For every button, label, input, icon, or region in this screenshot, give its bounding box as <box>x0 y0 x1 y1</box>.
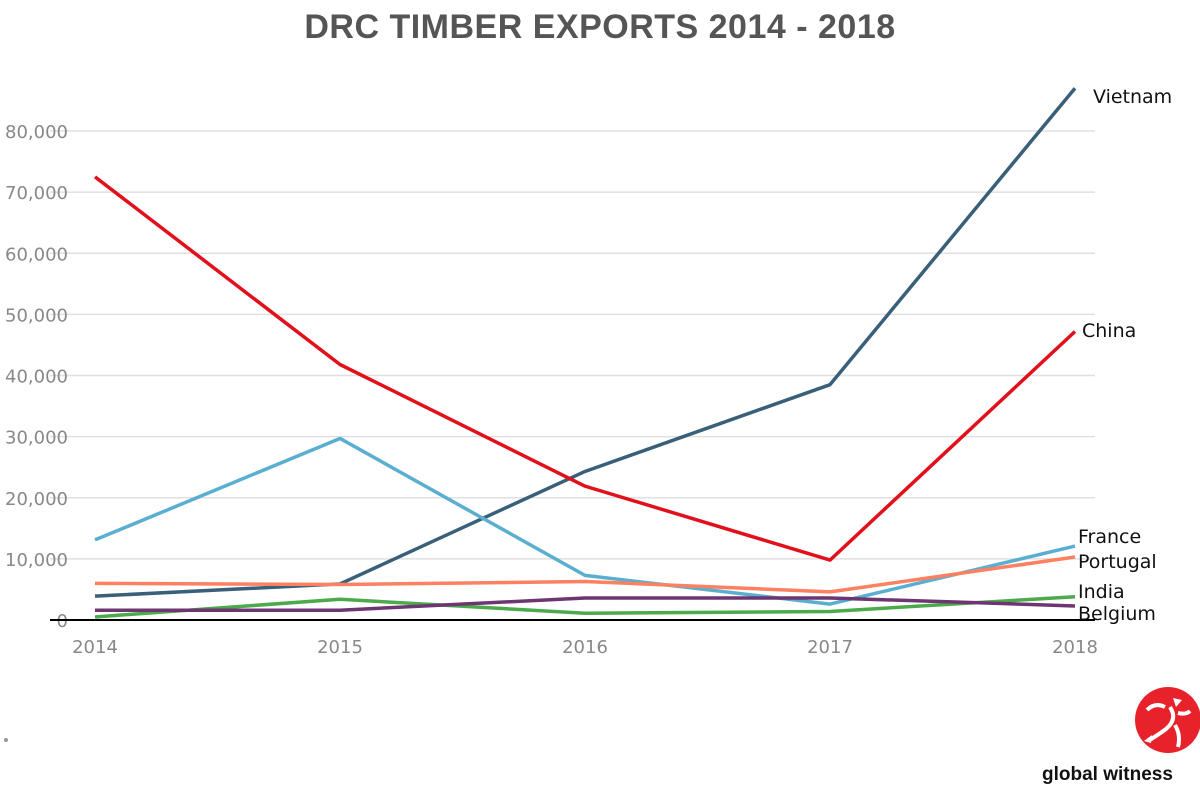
global-witness-logo <box>1135 687 1200 753</box>
series-label-portugal: Portugal <box>1078 551 1157 573</box>
logo-text: global witness <box>1042 764 1173 785</box>
y-tick-label: 40,000 <box>5 367 68 388</box>
series-label-india: India <box>1078 581 1125 603</box>
decorative-dot <box>4 738 8 742</box>
x-tick-label: 2014 <box>72 637 118 658</box>
chart-title: DRC TIMBER EXPORTS 2014 - 2018 <box>304 8 896 46</box>
series-line-vietnam <box>94 87 1077 598</box>
series-line-belgium <box>95 596 1076 612</box>
x-tick-label: 2015 <box>317 637 363 658</box>
y-tick-label: 50,000 <box>5 305 68 326</box>
y-tick-label: 30,000 <box>5 428 68 449</box>
y-tick-label: 10,000 <box>5 550 68 571</box>
series-line-portugal <box>94 555 1076 594</box>
x-tick-label: 2017 <box>807 637 853 658</box>
y-tick-label: 20,000 <box>5 489 68 510</box>
y-tick-label: 70,000 <box>5 183 68 204</box>
y-tick-label: 0 <box>57 611 68 632</box>
series-label-belgium: Belgium <box>1078 603 1156 625</box>
series-line-china <box>93 175 1077 562</box>
y-tick-label: 80,000 <box>5 122 68 143</box>
series-label-vietnam: Vietnam <box>1093 86 1172 108</box>
series-line-india <box>94 595 1076 619</box>
x-tick-label: 2018 <box>1052 637 1098 658</box>
x-tick-label: 2016 <box>562 637 608 658</box>
series-label-china: China <box>1082 320 1136 342</box>
series-label-france: France <box>1078 526 1141 548</box>
series-line-france <box>94 436 1076 606</box>
y-tick-label: 60,000 <box>5 244 68 265</box>
